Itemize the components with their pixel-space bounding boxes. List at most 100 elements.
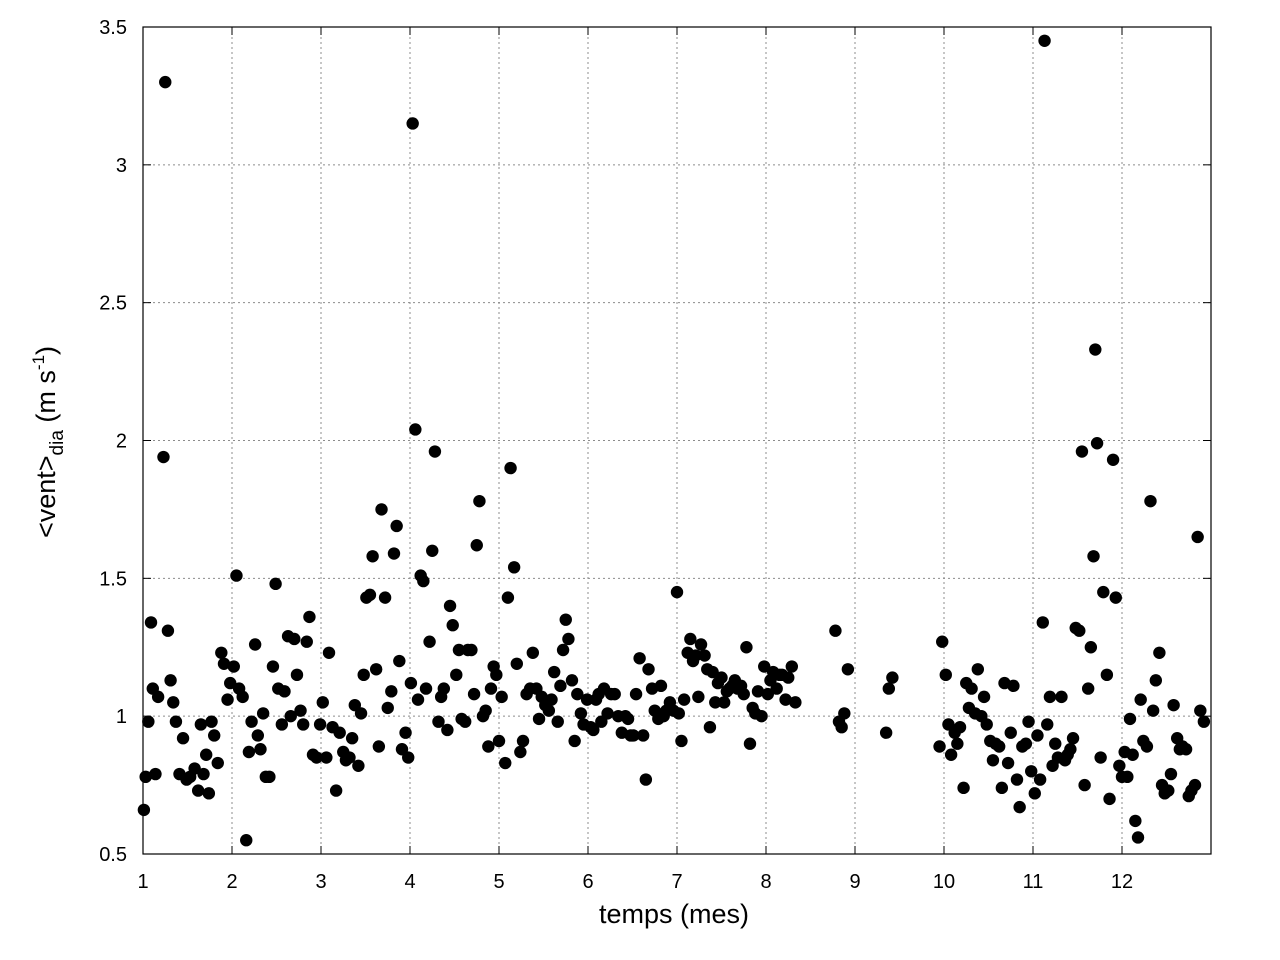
data-point: [495, 690, 508, 704]
data-point: [971, 663, 985, 676]
data-point: [482, 740, 495, 753]
data-point: [608, 687, 621, 701]
data-point: [1153, 646, 1166, 659]
data-point: [621, 712, 635, 726]
data-point: [532, 712, 546, 726]
data-point: [369, 663, 383, 676]
data-point: [269, 577, 282, 591]
data-point: [1146, 704, 1160, 717]
data-point: [354, 707, 368, 720]
grid: [143, 27, 1211, 854]
x-tick-label: 7: [671, 871, 682, 893]
data-point: [1097, 585, 1110, 599]
data-point: [256, 707, 270, 720]
data-point: [717, 696, 731, 709]
data-point: [1031, 729, 1044, 742]
data-point: [684, 632, 697, 646]
data-point: [437, 682, 451, 695]
data-point: [986, 754, 1000, 767]
y-axis-label-subscript: dia: [47, 430, 68, 456]
y-tick-label: 1: [116, 706, 127, 728]
data-point: [443, 599, 457, 613]
data-point: [689, 649, 702, 662]
data-point: [1013, 800, 1026, 814]
data-point: [1084, 641, 1098, 654]
data-point: [144, 616, 158, 629]
data-point: [698, 649, 711, 662]
data-point: [294, 704, 307, 717]
data-point: [458, 715, 472, 728]
data-point: [629, 687, 643, 701]
data-point: [510, 657, 523, 670]
data-point: [1081, 682, 1095, 695]
data-point: [627, 729, 640, 742]
data-point: [789, 696, 802, 709]
y-tick-label: 3: [116, 155, 127, 177]
y-axis-label-main: <vent>: [31, 455, 61, 538]
data-point: [137, 803, 151, 817]
data-point: [406, 117, 419, 130]
data-point: [1075, 445, 1089, 458]
data-point: [366, 550, 379, 563]
y-axis-label: <vent>dia (m s-1): [29, 346, 68, 538]
data-point: [1001, 756, 1015, 770]
data-point: [215, 646, 228, 659]
data-point: [785, 660, 799, 673]
data-point: [841, 663, 855, 676]
data-point: [266, 660, 280, 673]
data-point: [208, 729, 221, 742]
data-point: [715, 671, 728, 684]
data-point: [139, 770, 152, 784]
data-point: [944, 748, 958, 761]
data-point: [782, 671, 795, 684]
data-point: [284, 709, 297, 723]
data-point: [446, 618, 459, 632]
data-point: [1004, 726, 1017, 739]
data-point: [1149, 674, 1163, 687]
data-point: [248, 638, 262, 651]
data-point: [1121, 770, 1134, 784]
data-point: [886, 671, 899, 684]
data-point: [779, 693, 792, 706]
data-point: [387, 547, 401, 560]
data-point: [1036, 616, 1049, 629]
data-point: [254, 743, 267, 756]
x-tick-label: 9: [849, 871, 860, 893]
data-point: [224, 676, 237, 690]
data-point: [1109, 591, 1122, 604]
data-point: [372, 740, 386, 753]
x-tick-label: 3: [315, 871, 326, 893]
data-point: [378, 591, 392, 604]
data-point: [642, 663, 655, 676]
data-point: [737, 687, 750, 701]
data-point: [191, 784, 205, 797]
data-point: [467, 687, 481, 701]
data-point: [164, 674, 177, 687]
data-point: [743, 737, 757, 750]
data-point: [1167, 698, 1180, 712]
data-point: [761, 687, 774, 701]
data-point: [390, 519, 403, 533]
data-point: [399, 726, 412, 739]
data-point: [1022, 715, 1035, 728]
x-tick-label: 5: [493, 871, 504, 893]
data-point: [375, 503, 388, 516]
data-point: [1191, 530, 1204, 544]
data-point: [559, 613, 572, 626]
data-point: [499, 756, 512, 770]
data-point: [245, 715, 258, 728]
x-tick-label: 2: [226, 871, 237, 893]
data-point: [188, 762, 201, 775]
data-point: [980, 718, 993, 731]
data-point: [1164, 767, 1178, 781]
data-point: [554, 679, 567, 693]
data-point: [965, 682, 978, 695]
data-point: [1123, 712, 1137, 726]
data-point: [587, 723, 600, 737]
data-point: [882, 682, 896, 695]
data-point: [161, 624, 175, 637]
data-point: [1043, 690, 1057, 704]
data-point: [169, 715, 183, 728]
data-point: [303, 610, 316, 624]
data-point: [601, 707, 614, 720]
